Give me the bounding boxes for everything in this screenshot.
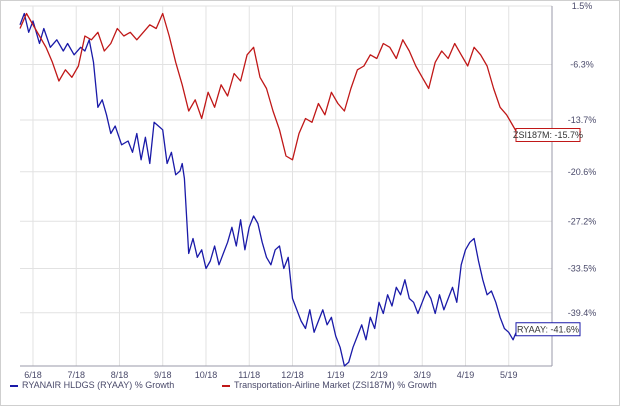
y-tick-label: -6.3% <box>570 60 594 70</box>
end-label-text: ZSI187M: -15.7% <box>513 130 583 140</box>
y-tick-label: 1.5% <box>572 1 593 11</box>
chart-legend: RYANAIR HLDGS (RYAAY) % Growth Transport… <box>0 380 620 402</box>
end-label-box <box>515 322 581 337</box>
series-line-ryaay <box>19 12 522 367</box>
x-tick-label: 4/19 <box>457 370 475 380</box>
legend-item-ryaay: RYANAIR HLDGS (RYAAY) % Growth <box>10 380 174 390</box>
legend-item-zsi187m: Transportation-Airline Market (ZSI187M) … <box>222 380 437 390</box>
end-label-text: RYAAY: -41.6% <box>517 324 579 334</box>
legend-label-zsi187m: Transportation-Airline Market (ZSI187M) … <box>234 380 437 390</box>
y-tick-label: -33.5% <box>568 264 597 274</box>
y-tick-label: -13.7% <box>568 115 597 125</box>
series-line-zsi187m <box>19 12 527 161</box>
legend-swatch-zsi187m <box>222 384 230 387</box>
legend-swatch-ryaay <box>10 384 18 387</box>
x-tick-label: 12/18 <box>281 370 304 380</box>
x-tick-label: 11/18 <box>238 370 260 380</box>
x-tick-label: 10/18 <box>195 370 218 380</box>
x-tick-label: 2/19 <box>370 370 388 380</box>
x-tick-label: 9/18 <box>154 370 172 380</box>
legend-label-ryaay: RYANAIR HLDGS (RYAAY) % Growth <box>22 380 175 390</box>
x-tick-label: 6/18 <box>24 370 42 380</box>
plot-area <box>20 6 552 366</box>
y-tick-label: -39.4% <box>568 308 597 318</box>
y-tick-label: -20.6% <box>568 167 597 177</box>
x-tick-label: 3/19 <box>413 370 431 380</box>
x-tick-label: 1/19 <box>327 370 345 380</box>
x-tick-label: 5/19 <box>500 370 518 380</box>
y-tick-label: -27.2% <box>568 216 597 226</box>
end-label-box <box>515 128 581 142</box>
x-tick-label: 8/18 <box>111 370 129 380</box>
x-tick-label: 7/18 <box>67 370 85 380</box>
